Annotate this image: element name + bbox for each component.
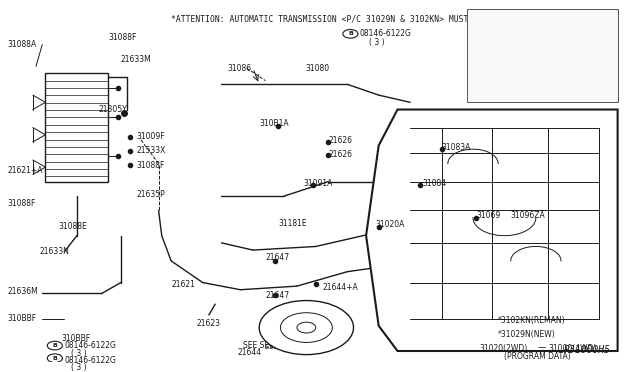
Text: 21621+A: 21621+A: [8, 166, 43, 175]
Text: 31020(2WD): 31020(2WD): [479, 344, 527, 353]
Polygon shape: [366, 109, 618, 351]
Text: 31091A: 31091A: [303, 179, 333, 188]
Text: 08146-6122G: 08146-6122G: [64, 341, 116, 350]
Text: 08146-6122G: 08146-6122G: [64, 356, 116, 365]
Text: B: B: [52, 356, 57, 361]
Text: 31020A: 31020A: [376, 220, 405, 230]
Text: SEE SEC.311: SEE SEC.311: [266, 344, 310, 350]
Text: —: —: [538, 344, 547, 353]
Text: 31181E: 31181E: [278, 219, 307, 228]
Text: 31096ZA: 31096ZA: [511, 211, 545, 220]
Text: 31088F: 31088F: [108, 33, 137, 42]
Circle shape: [259, 301, 353, 355]
Text: 21635P: 21635P: [136, 190, 165, 199]
Text: 31082E: 31082E: [539, 18, 566, 24]
Text: 31088F: 31088F: [136, 161, 165, 170]
Text: 31082U: 31082U: [467, 13, 494, 19]
Text: 21647: 21647: [266, 253, 290, 262]
Text: 31082E: 31082E: [470, 47, 497, 53]
Text: 31088A: 31088A: [8, 40, 37, 49]
Text: 310BBF: 310BBF: [8, 314, 37, 323]
Text: 310B1A: 310B1A: [259, 119, 289, 128]
Text: 31000(4WD): 31000(4WD): [548, 344, 597, 353]
Text: *ATTENTION: AUTOMATIC TRANSMISSION <P/C 31029N & 3102KN> MUST BE PROGRAMMED.: *ATTENTION: AUTOMATIC TRANSMISSION <P/C …: [171, 14, 541, 23]
Text: ( 3 ): ( 3 ): [70, 349, 86, 358]
Text: SEE SEC.311: SEE SEC.311: [243, 341, 292, 350]
Bar: [467, 9, 618, 102]
Text: 31009F: 31009F: [136, 132, 165, 141]
Text: 31086: 31086: [228, 64, 252, 73]
Circle shape: [297, 322, 316, 333]
Text: 08146-6122G: 08146-6122G: [360, 29, 412, 38]
Circle shape: [47, 341, 62, 350]
Text: (PROGRAM DATA): (PROGRAM DATA): [504, 352, 571, 361]
Text: 21626: 21626: [328, 150, 353, 159]
Text: 21633N: 21633N: [39, 247, 69, 256]
Text: R31000H5: R31000H5: [564, 344, 611, 355]
Text: B: B: [52, 343, 57, 348]
Text: 31083A: 31083A: [442, 143, 471, 152]
Text: 21305Y: 21305Y: [99, 105, 127, 114]
Bar: [45, 74, 108, 182]
Text: 21621: 21621: [171, 280, 195, 289]
Text: 21644+A: 21644+A: [322, 283, 358, 292]
Text: 21636M: 21636M: [8, 287, 38, 296]
Text: 310BBF: 310BBF: [61, 334, 90, 343]
Text: ( 3 ): ( 3 ): [369, 38, 385, 46]
Text: 21533X: 21533X: [136, 147, 166, 155]
Text: 21644: 21644: [237, 348, 261, 357]
Circle shape: [280, 313, 332, 343]
Text: *31029N(NEW): *31029N(NEW): [498, 330, 556, 339]
Text: 31084: 31084: [422, 179, 447, 188]
Circle shape: [47, 354, 62, 363]
Text: 21623: 21623: [196, 320, 220, 328]
Text: B: B: [348, 31, 353, 36]
Text: ( 3 ): ( 3 ): [70, 363, 86, 372]
Text: 21626: 21626: [328, 136, 353, 145]
Text: 31009: 31009: [272, 327, 296, 336]
Text: *3102KN(REMAN): *3102KN(REMAN): [498, 316, 566, 325]
Text: 21647: 21647: [266, 291, 290, 299]
Circle shape: [343, 29, 358, 38]
Text: 21633M: 21633M: [121, 55, 152, 64]
Text: 31080: 31080: [306, 64, 330, 73]
Text: 31069: 31069: [476, 211, 500, 220]
Text: 31088E: 31088E: [58, 222, 87, 231]
Text: 31088F: 31088F: [8, 199, 36, 208]
